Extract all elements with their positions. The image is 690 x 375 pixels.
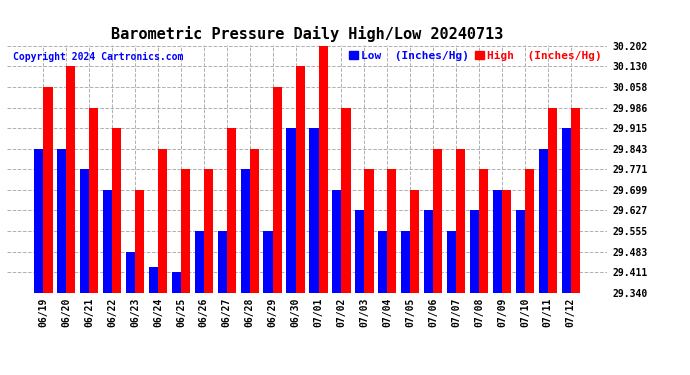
Bar — [217, 231, 227, 292]
Title: Barometric Pressure Daily High/Low 20240713: Barometric Pressure Daily High/Low 20240… — [111, 27, 503, 42]
Bar — [342, 108, 351, 292]
Bar — [195, 231, 204, 292]
Bar — [172, 272, 181, 292]
Bar — [273, 87, 282, 292]
Bar — [424, 210, 433, 292]
Bar — [387, 169, 397, 292]
Bar — [539, 148, 548, 292]
Bar — [57, 148, 66, 292]
Bar — [433, 148, 442, 292]
Bar — [309, 128, 319, 292]
Bar — [66, 66, 75, 292]
Legend: Low  (Inches/Hg), High  (Inches/Hg): Low (Inches/Hg), High (Inches/Hg) — [349, 51, 602, 61]
Bar — [562, 128, 571, 292]
Bar — [456, 148, 465, 292]
Bar — [479, 169, 489, 292]
Bar — [181, 169, 190, 292]
Bar — [571, 108, 580, 292]
Bar — [378, 231, 387, 292]
Bar — [158, 148, 167, 292]
Bar — [112, 128, 121, 292]
Bar — [241, 169, 250, 292]
Bar — [401, 231, 411, 292]
Bar — [89, 108, 99, 292]
Bar — [502, 190, 511, 292]
Bar — [286, 128, 295, 292]
Bar — [548, 108, 557, 292]
Bar — [295, 66, 305, 292]
Bar — [250, 148, 259, 292]
Bar — [135, 190, 144, 292]
Bar — [227, 128, 236, 292]
Bar — [447, 231, 456, 292]
Bar — [493, 190, 502, 292]
Text: Copyright 2024 Cartronics.com: Copyright 2024 Cartronics.com — [13, 53, 184, 63]
Bar — [264, 231, 273, 292]
Bar — [515, 210, 525, 292]
Bar — [204, 169, 213, 292]
Bar — [43, 87, 52, 292]
Bar — [525, 169, 534, 292]
Bar — [470, 210, 479, 292]
Bar — [364, 169, 373, 292]
Bar — [149, 267, 158, 292]
Bar — [126, 252, 135, 292]
Bar — [80, 169, 89, 292]
Bar — [103, 190, 112, 292]
Bar — [34, 148, 43, 292]
Bar — [333, 190, 342, 292]
Bar — [319, 46, 328, 292]
Bar — [411, 190, 420, 292]
Bar — [355, 210, 364, 292]
